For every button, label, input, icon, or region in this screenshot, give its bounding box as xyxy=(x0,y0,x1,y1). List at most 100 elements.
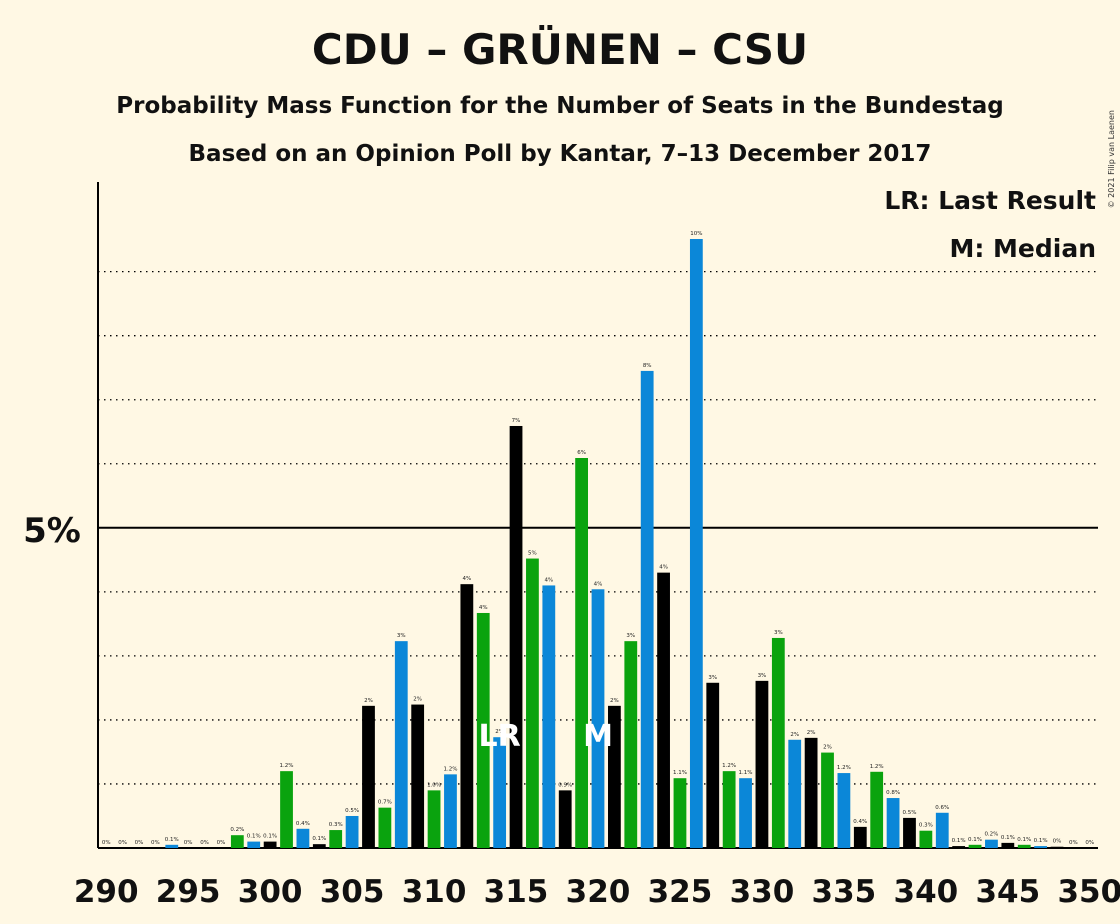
bar-339 xyxy=(903,817,916,848)
bar-label-340: 0.3% xyxy=(919,823,933,829)
bar-328 xyxy=(722,771,736,848)
bar-label-312: 4% xyxy=(462,576,471,582)
bar-label-292: 0% xyxy=(135,840,144,846)
bar-label-324: 4% xyxy=(659,565,668,571)
bar-294 xyxy=(165,844,179,848)
x-axis-ticks: 290 295 300 305 310 315 320 325 330 335 340 345 350 xyxy=(74,874,1120,910)
bar-327 xyxy=(706,682,720,848)
bar-323 xyxy=(640,370,654,848)
bar-label-309: 2% xyxy=(413,697,422,703)
bar-label-348: 0% xyxy=(1053,839,1062,845)
bar-label-346: 0.1% xyxy=(1017,837,1031,843)
bar-335 xyxy=(837,773,851,848)
bar-338 xyxy=(886,798,900,848)
bar-label-321: 2% xyxy=(610,698,619,704)
median-marker: M xyxy=(583,719,613,754)
bar-label-308: 3% xyxy=(397,633,406,639)
bar-label-319: 6% xyxy=(577,450,586,456)
bar-343 xyxy=(968,844,982,848)
bar-322 xyxy=(624,641,638,848)
bar-label-334: 2% xyxy=(823,745,832,751)
bar-label-322: 3% xyxy=(626,633,635,639)
bar-311 xyxy=(444,774,457,848)
bar-312 xyxy=(460,584,474,848)
bar-label-314: 2% xyxy=(495,729,504,735)
bar-303 xyxy=(312,844,326,848)
bar-label-345: 0.1% xyxy=(1001,835,1015,841)
bar-label-306: 2% xyxy=(364,698,373,704)
bar-label-297: 0% xyxy=(217,840,226,846)
bar-321 xyxy=(608,705,621,848)
bar-314 xyxy=(493,737,507,848)
bar-319 xyxy=(575,458,588,848)
bar-308 xyxy=(394,641,408,848)
bar-label-333: 2% xyxy=(807,730,816,736)
bar-label-327: 3% xyxy=(708,675,717,681)
bar-label-320: 4% xyxy=(594,581,603,587)
x-tick-335: 335 xyxy=(812,874,877,910)
bar-345 xyxy=(1001,842,1015,848)
chart-subtitle-poll: Based on an Opinion Poll by Kantar, 7–13… xyxy=(189,141,932,167)
bar-label-338: 0.8% xyxy=(886,790,900,796)
bar-331 xyxy=(771,637,785,848)
bar-316 xyxy=(526,558,539,848)
bar-label-336: 0.4% xyxy=(853,819,867,825)
bar-344 xyxy=(985,839,998,848)
bar-label-310: 1.0% xyxy=(427,782,441,788)
bar-label-298: 0.2% xyxy=(230,827,244,833)
bar-306 xyxy=(362,705,375,848)
bar-299 xyxy=(247,841,261,848)
bar-326 xyxy=(689,238,703,848)
x-tick-290: 290 xyxy=(74,874,139,910)
bar-label-302: 0.4% xyxy=(296,821,310,827)
bar-label-295: 0% xyxy=(184,840,193,846)
bar-320 xyxy=(591,589,605,848)
x-tick-320: 320 xyxy=(566,874,631,910)
bar-346 xyxy=(1017,844,1031,848)
bar-label-342: 0.1% xyxy=(952,838,966,844)
marker-labels: LR M xyxy=(479,719,613,754)
bar-label-313: 4% xyxy=(479,605,488,611)
x-tick-295: 295 xyxy=(156,874,221,910)
bar-label-328: 1.2% xyxy=(722,763,736,769)
bar-label-347: 0.1% xyxy=(1034,838,1048,844)
legend-median: M: Median xyxy=(949,234,1096,263)
last-result-marker: LR xyxy=(479,719,521,754)
bar-label-304: 0.3% xyxy=(329,822,343,828)
x-tick-325: 325 xyxy=(648,874,713,910)
bar-336 xyxy=(853,826,867,848)
bar-label-323: 8% xyxy=(643,363,652,369)
x-tick-305: 305 xyxy=(320,874,385,910)
bar-label-350: 0% xyxy=(1085,840,1094,846)
bar-label-317: 4% xyxy=(544,577,553,583)
bar-309 xyxy=(411,704,425,848)
bar-329 xyxy=(739,778,752,848)
bar-341 xyxy=(935,812,949,848)
bar-label-344: 0.2% xyxy=(984,832,998,838)
x-tick-310: 310 xyxy=(402,874,467,910)
bar-label-318: 0.9% xyxy=(558,782,572,788)
x-tick-345: 345 xyxy=(975,874,1040,910)
x-tick-300: 300 xyxy=(238,874,303,910)
bar-label-329: 1.1% xyxy=(739,770,753,776)
bar-347 xyxy=(1034,846,1048,848)
bar-330 xyxy=(755,680,769,848)
bar-label-349: 0% xyxy=(1069,840,1078,846)
bar-310 xyxy=(427,790,441,848)
bar-334 xyxy=(821,752,834,848)
x-tick-330: 330 xyxy=(730,874,795,910)
copyright-credit: © 2021 Filip van Laenen xyxy=(1107,110,1116,208)
bar-label-316: 5% xyxy=(528,551,537,557)
bar-label-300: 0.1% xyxy=(263,834,277,840)
bar-label-337: 1.2% xyxy=(870,764,884,770)
bar-305 xyxy=(345,815,359,848)
bar-332 xyxy=(788,739,802,848)
bar-label-311: 1.2% xyxy=(443,766,457,772)
bar-label-331: 3% xyxy=(774,630,783,636)
bar-340 xyxy=(919,830,933,848)
bar-label-294: 0.1% xyxy=(165,837,179,843)
bar-label-335: 1.2% xyxy=(837,765,851,771)
bar-label-291: 0% xyxy=(118,840,127,846)
bar-label-290: 0% xyxy=(102,840,111,846)
